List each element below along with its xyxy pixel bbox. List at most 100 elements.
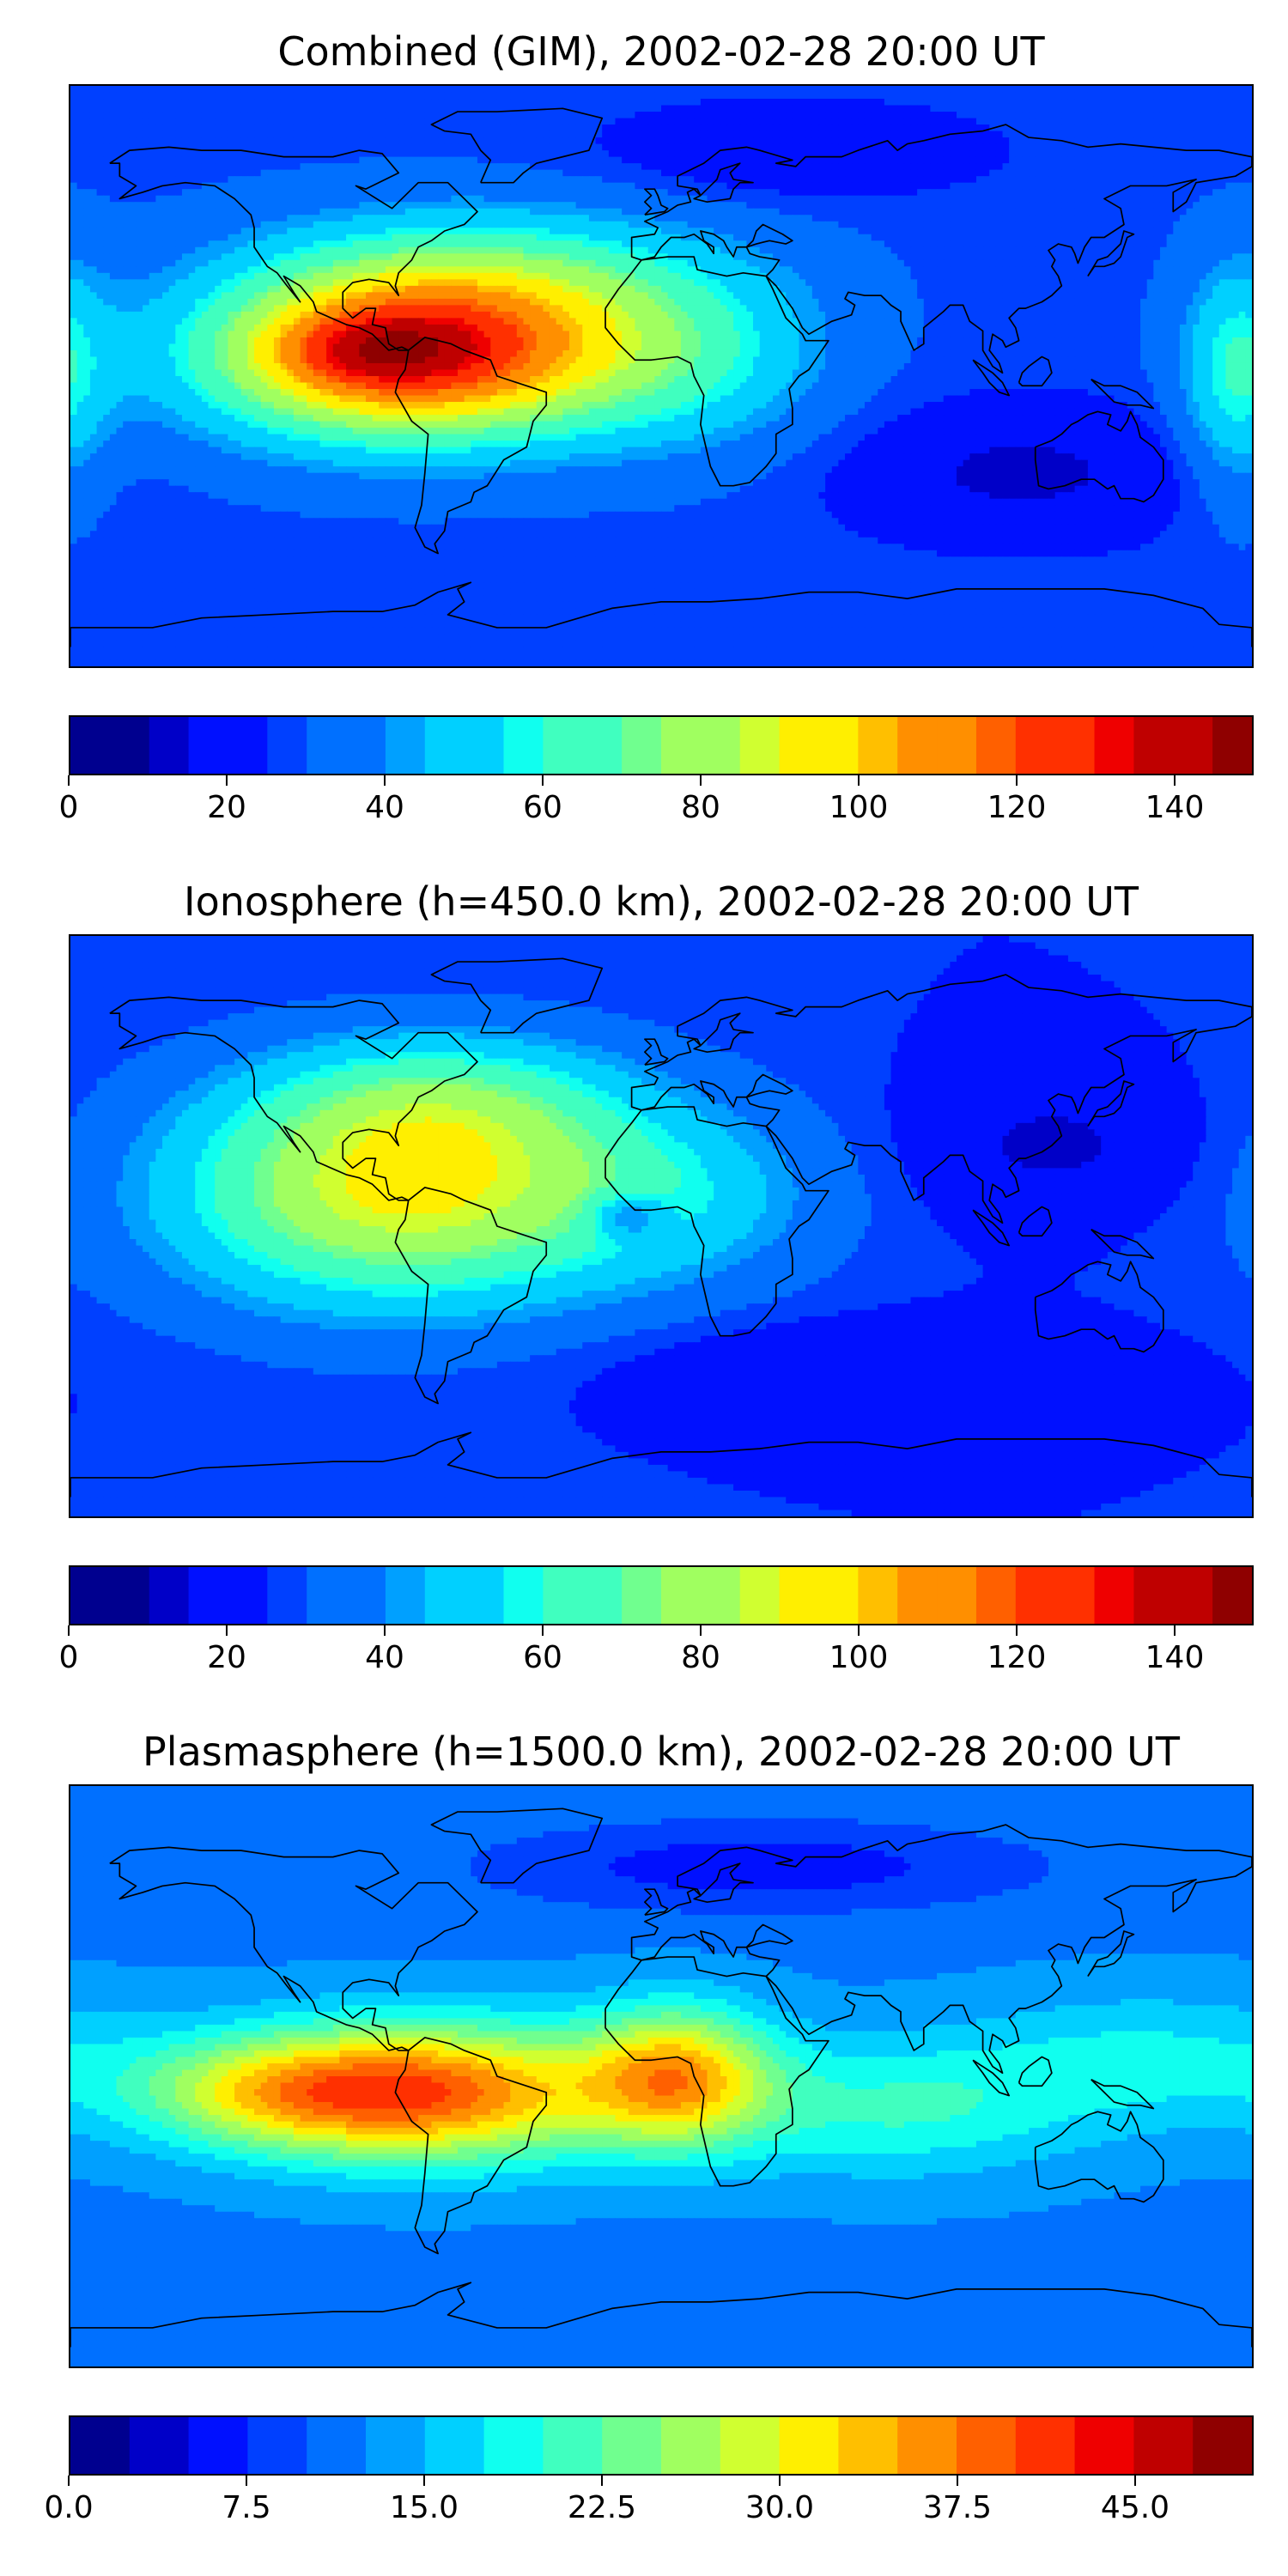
contour-cell	[1029, 150, 1036, 158]
contour-cell	[568, 240, 577, 248]
contour-cell	[234, 92, 242, 100]
contour-cell	[831, 156, 839, 164]
contour-cell	[1029, 189, 1036, 197]
contour-cell	[221, 118, 229, 125]
contour-cell	[957, 125, 964, 132]
contour-cell	[103, 246, 111, 254]
contour-cell	[568, 86, 577, 94]
contour-cell	[733, 221, 741, 228]
contour-cell	[714, 112, 721, 119]
contour-cell	[1101, 208, 1109, 216]
contour-cell	[969, 86, 977, 94]
contour-cell	[1101, 169, 1109, 177]
contour-cell	[404, 240, 413, 248]
contour-cell	[1133, 240, 1141, 248]
contour-cell	[332, 195, 340, 203]
contour-cell	[969, 169, 977, 177]
contour-cell	[851, 125, 859, 132]
contour-cell	[562, 240, 570, 248]
contour-cell	[418, 105, 426, 112]
contour-cell	[1127, 189, 1134, 197]
contour-cell	[1121, 86, 1128, 94]
contour-cell	[516, 246, 525, 254]
contour-cell	[103, 195, 111, 203]
contour-cell	[1153, 118, 1161, 125]
contour-cell	[496, 240, 505, 248]
contour-cell	[273, 234, 282, 241]
contour-cell	[884, 215, 892, 222]
contour-cell	[792, 169, 800, 177]
contour-cell	[647, 125, 655, 132]
contour-cell	[510, 253, 518, 261]
contour-cell	[878, 228, 885, 235]
contour-cell	[746, 221, 754, 228]
contour-cell	[1029, 163, 1036, 171]
contour-cell	[858, 125, 866, 132]
contour-cell	[1218, 176, 1226, 184]
contour-cell	[477, 234, 485, 241]
contour-cell	[438, 228, 446, 235]
contour-cell	[766, 86, 774, 94]
contour-cell	[982, 163, 990, 171]
contour-cell	[943, 182, 951, 190]
contour-cell	[700, 221, 708, 228]
contour-cell	[825, 163, 833, 171]
contour-cell	[103, 156, 111, 164]
contour-cell	[1225, 112, 1233, 119]
contour-cell	[805, 246, 813, 254]
contour-cell	[943, 195, 951, 203]
contour-cell	[1193, 143, 1200, 151]
contour-cell	[825, 176, 833, 184]
contour-cell	[654, 189, 662, 197]
contour-cell	[903, 176, 912, 184]
contour-cell	[438, 215, 446, 222]
contour-cell	[851, 221, 859, 228]
contour-cell	[1140, 125, 1148, 132]
contour-cell	[772, 86, 781, 94]
contour-cell	[890, 240, 898, 248]
contour-cell	[1094, 221, 1102, 228]
contour-cell	[667, 215, 675, 222]
contour-cell	[989, 131, 997, 138]
contour-cell	[1081, 118, 1089, 125]
contour-cell	[431, 253, 439, 261]
contour-cell	[1121, 125, 1128, 132]
contour-cell	[175, 182, 183, 190]
contour-cell	[201, 137, 210, 145]
contour-cell	[759, 228, 767, 235]
contour-cell	[746, 259, 754, 267]
contour-cell	[1127, 131, 1134, 138]
contour-cell	[1186, 137, 1194, 145]
contour-cell	[398, 150, 406, 158]
contour-cell	[273, 202, 282, 210]
contour-cell	[1206, 195, 1213, 203]
contour-cell	[746, 150, 754, 158]
contour-cell	[477, 195, 485, 203]
contour-cell	[490, 202, 498, 210]
contour-cell	[260, 246, 268, 254]
contour-cell	[818, 156, 826, 164]
contour-cell	[957, 112, 964, 119]
contour-cell	[123, 208, 131, 216]
contour-cell	[254, 259, 262, 267]
contour-cell	[188, 246, 196, 254]
contour-cell	[910, 195, 918, 203]
contour-cell	[687, 156, 695, 164]
contour-cell	[1074, 86, 1082, 94]
contour-cell	[175, 176, 183, 184]
contour-cell	[366, 169, 374, 177]
contour-cell	[975, 163, 984, 171]
contour-cell	[536, 246, 544, 254]
contour-cell	[1067, 202, 1076, 210]
contour-cell	[1159, 143, 1168, 151]
contour-cell	[293, 112, 301, 119]
contour-cell	[208, 240, 216, 248]
contour-cell	[766, 125, 774, 132]
contour-cell	[96, 221, 104, 228]
contour-cell	[313, 215, 321, 222]
contour-cell	[989, 163, 997, 171]
contour-cell	[103, 118, 111, 125]
contour-cell	[483, 125, 491, 132]
contour-cell	[608, 163, 617, 171]
contour-cell	[1245, 156, 1252, 164]
